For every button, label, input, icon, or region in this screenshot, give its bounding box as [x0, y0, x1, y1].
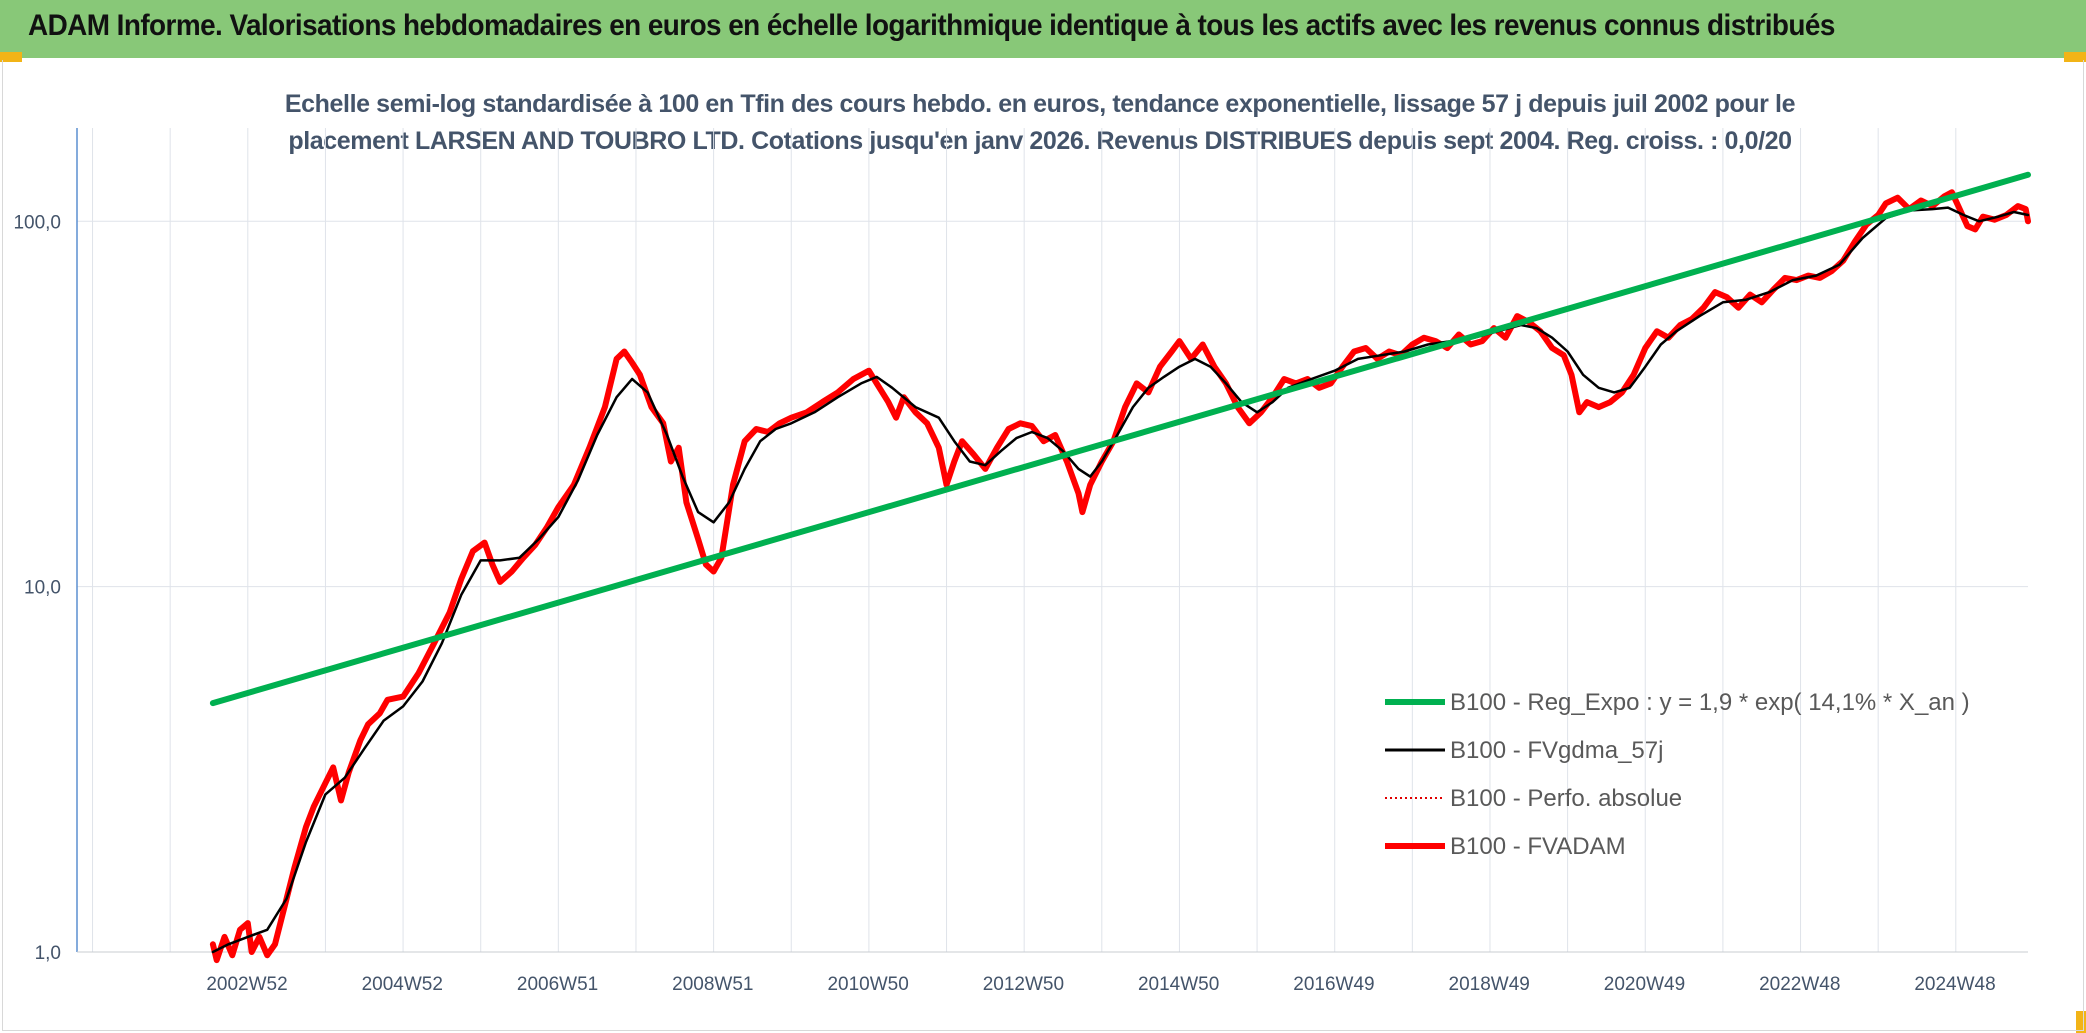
corner-marker-bottom-right [2076, 1011, 2086, 1033]
x-tick-label: 2024W48 [1914, 974, 1995, 995]
x-tick-label: 2012W50 [983, 974, 1064, 995]
legend-label: B100 - FVADAM [1450, 833, 1626, 860]
x-tick-label: 2016W49 [1293, 974, 1374, 995]
series-line-1 [211, 206, 2030, 954]
chart-title-line-2: placement LARSEN AND TOUBRO LTD. Cotatio… [288, 127, 1792, 155]
chart-title-line-1: Echelle semi-log standardisée à 100 en T… [284, 90, 1796, 118]
corner-marker-left [0, 52, 22, 62]
x-tick-label: 2002W52 [206, 974, 287, 995]
x-tick-label: 2006W51 [517, 974, 598, 995]
x-tick-label: 2022W48 [1759, 974, 1840, 995]
corner-marker-right [2064, 52, 2086, 62]
x-tick-label: 2010W50 [827, 974, 908, 995]
x-tick-label: 2008W51 [672, 974, 753, 995]
legend-label: B100 - Perfo. absolue [1450, 785, 1682, 812]
chart-area [2, 60, 2084, 1031]
x-tick-label: 2018W49 [1449, 974, 1530, 995]
x-tick-label: 2004W52 [362, 974, 443, 995]
report-title: ADAM Informe. Valorisations hebdomadaire… [28, 9, 1835, 42]
x-tick-label: 2014W50 [1138, 974, 1219, 995]
series-line-0 [209, 171, 2031, 707]
y-tick-label: 10,0 [24, 578, 61, 599]
legend-label: B100 - FVgdma_57j [1450, 737, 1663, 764]
y-tick-label: 1,0 [35, 943, 61, 964]
y-tick-label: 100,0 [13, 212, 61, 233]
series-line-3 [209, 189, 2031, 964]
chart-title: Echelle semi-log standardisée à 100 en T… [120, 86, 1960, 160]
x-tick-label: 2020W49 [1604, 974, 1685, 995]
report-banner: ADAM Informe. Valorisations hebdomadaire… [0, 0, 2086, 58]
legend-label: B100 - Reg_Expo : y = 1,9 * exp( 14,1% *… [1450, 689, 1970, 716]
